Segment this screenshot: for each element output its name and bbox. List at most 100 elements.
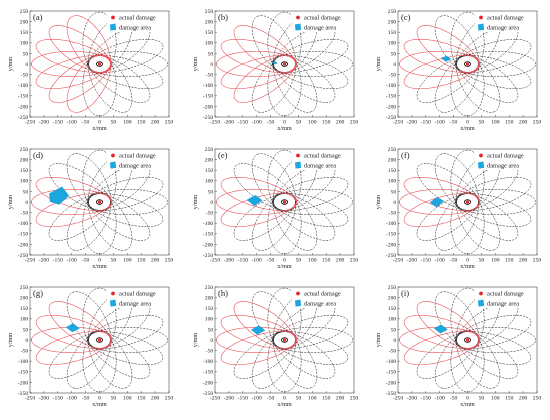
transducer-ring xyxy=(95,61,104,67)
sensor-path-ellipse xyxy=(88,192,133,251)
panel-label: (c) xyxy=(401,12,411,22)
x-tick-label: -50 xyxy=(450,120,458,126)
sensor-path-ellipse xyxy=(48,163,111,211)
damaged-path-ellipse xyxy=(216,326,298,354)
plot-area xyxy=(399,149,536,255)
y-axis-title: y/mm xyxy=(375,195,382,210)
x-tick-label: -150 xyxy=(238,396,248,402)
legend-damage-area-label: damage area xyxy=(119,162,151,169)
y-tick-label: -200 xyxy=(18,380,28,386)
x-tick-label: -200 xyxy=(39,396,49,402)
sensor-path-ellipse xyxy=(434,54,479,113)
sensor-path-ellipse xyxy=(434,192,479,251)
panel-label: (g) xyxy=(33,288,43,298)
legend-actual-damage-swatch xyxy=(296,15,300,20)
x-tick-label: 250 xyxy=(165,120,174,126)
y-axis-title: y/mm xyxy=(7,57,14,72)
damaged-path-ellipse xyxy=(403,55,480,90)
y-tick-label: 200 xyxy=(388,20,397,26)
y-tick-label: -100 xyxy=(18,359,28,365)
chart-panel-3: -250 -200 -150 -100 -50 0 50 100 150 200 250 -250 -2… xyxy=(375,9,541,132)
x-tick-label: 250 xyxy=(533,120,542,126)
x-tick-label: -50 xyxy=(82,396,90,402)
y-tick-label: -150 xyxy=(203,370,213,376)
sensor-path-ellipse xyxy=(456,54,501,113)
y-tick-label: -150 xyxy=(203,232,213,238)
damaged-path-ellipse xyxy=(216,188,298,216)
y-tick-label: -150 xyxy=(18,370,28,376)
damaged-path-ellipse xyxy=(35,193,112,228)
legend-damage-area-label: damage area xyxy=(487,24,519,31)
x-tick-label: -250 xyxy=(393,258,403,264)
x-tick-label: 50 xyxy=(479,396,485,402)
y-tick-label: -100 xyxy=(386,359,396,365)
transducer-ring xyxy=(463,61,472,67)
x-tick-label: 250 xyxy=(350,120,359,126)
sensor-path-ellipse xyxy=(434,330,479,389)
damaged-path-ellipse xyxy=(403,38,480,73)
x-tick-label: -250 xyxy=(25,258,35,264)
transducer-ring xyxy=(95,199,104,205)
y-tick-label: 100 xyxy=(388,317,397,323)
sensor-path-ellipse xyxy=(87,39,164,73)
damaged-path-ellipse xyxy=(35,331,112,366)
x-tick-label: 100 xyxy=(308,396,317,402)
sensor-path-ellipse xyxy=(272,39,349,73)
actual-damage-marker xyxy=(465,338,470,342)
sensor-path-ellipse xyxy=(88,153,133,212)
x-tick-label: -200 xyxy=(224,120,234,126)
y-tick-label: 250 xyxy=(205,147,214,153)
x-tick-label: -100 xyxy=(67,120,77,126)
legend-box xyxy=(475,13,535,32)
x-tick-label: -150 xyxy=(421,120,431,126)
chart-panel-1: -250 -200 -150 -100 -50 0 50 100 150 200 250 -250 -2… xyxy=(7,9,173,132)
y-tick-label: 0 xyxy=(393,62,396,68)
panel-label: (d) xyxy=(33,150,43,160)
plot-area xyxy=(399,11,536,117)
panel-label: (a) xyxy=(33,12,43,22)
x-tick-label: 150 xyxy=(322,258,331,264)
y-axis-title: y/mm xyxy=(192,57,199,72)
y-tick-label: 150 xyxy=(20,30,29,36)
y-tick-label: 150 xyxy=(388,168,397,174)
damage-area-polygon xyxy=(246,195,263,207)
y-axis-title: y/mm xyxy=(7,195,14,210)
x-tick-label: -150 xyxy=(238,120,248,126)
sensor-path-ellipse xyxy=(271,327,353,353)
y-tick-label: -50 xyxy=(21,73,29,79)
x-tick-label: -200 xyxy=(407,120,417,126)
y-axis-title: y/mm xyxy=(192,333,199,348)
damaged-path-ellipse xyxy=(220,193,297,228)
sensor-path-ellipse xyxy=(88,330,133,389)
x-tick-label: 250 xyxy=(533,396,542,402)
sensor-path-ellipse xyxy=(66,153,111,212)
sensor-path-ellipse xyxy=(272,315,349,349)
x-tick-label: 200 xyxy=(151,396,160,402)
transducer-ring xyxy=(280,61,289,67)
y-tick-label: 50 xyxy=(391,189,397,195)
damaged-path-ellipse xyxy=(233,25,296,73)
actual-damage-marker xyxy=(282,200,287,204)
y-tick-label: 200 xyxy=(388,158,397,164)
x-tick-label: -200 xyxy=(407,258,417,264)
actual-damage-marker xyxy=(97,338,102,342)
x-tick-label: 200 xyxy=(336,120,345,126)
y-tick-label: -50 xyxy=(21,349,29,355)
sensor-path-ellipse xyxy=(272,55,349,89)
actual-damage-marker xyxy=(282,62,287,66)
x-tick-label: 50 xyxy=(296,120,302,126)
sensor-path-ellipse xyxy=(455,55,532,89)
y-tick-label: 200 xyxy=(205,20,214,26)
actual-damage-marker xyxy=(282,338,287,342)
y-tick-label: -150 xyxy=(18,232,28,238)
sensor-path-ellipse xyxy=(251,15,296,74)
x-tick-label: -250 xyxy=(25,396,35,402)
damaged-path-ellipse xyxy=(48,55,111,103)
x-tick-label: -200 xyxy=(407,396,417,402)
legend-actual-damage-swatch xyxy=(479,153,483,158)
y-tick-label: -100 xyxy=(203,221,213,227)
y-tick-label: -250 xyxy=(203,391,213,397)
x-tick-label: 150 xyxy=(322,120,331,126)
damage-area-polygon xyxy=(250,325,266,335)
sensor-path-ellipse xyxy=(86,327,168,353)
